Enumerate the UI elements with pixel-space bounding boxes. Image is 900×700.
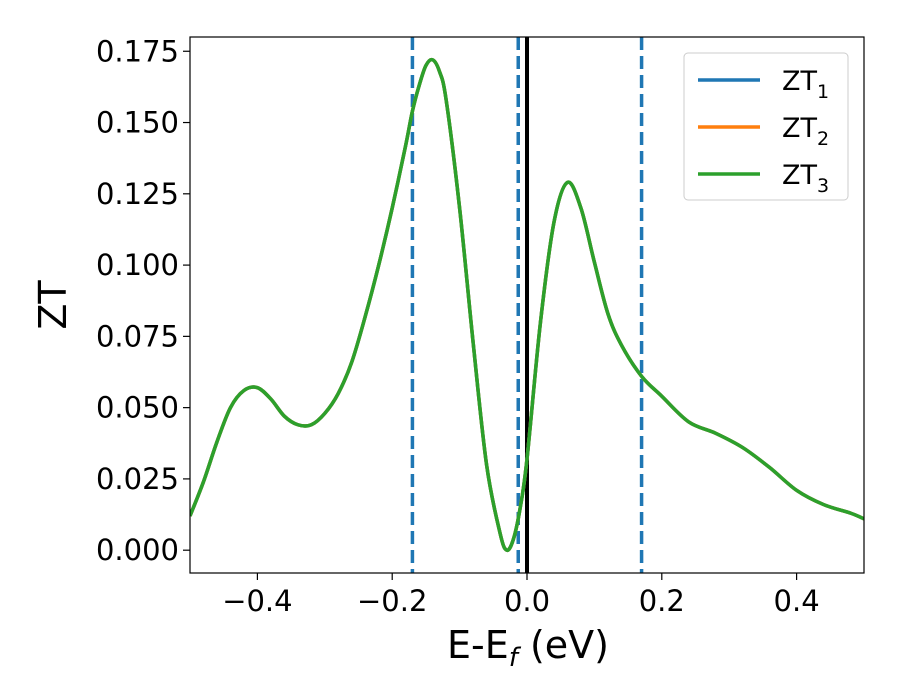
legend-label-main-2: ZT — [782, 113, 817, 144]
y-tick-label-6: 0.150 — [96, 106, 179, 140]
legend-box — [683, 52, 849, 201]
x-tick-label-0: −0.4 — [222, 584, 292, 618]
plot-content — [190, 37, 864, 573]
axes: −0.4 −0.2 0.0 0.2 0.4 0.000 0.025 0.050 0.075 0.1… — [96, 34, 865, 618]
y-axis-label: ZT — [31, 280, 75, 330]
x-tick-label-1: −0.2 — [357, 584, 427, 618]
y-tick-label-0: 0.000 — [96, 533, 179, 567]
legend-label-3: ZT3 — [782, 160, 829, 197]
y-tick-label-2: 0.050 — [96, 391, 179, 425]
x-tick-label-2: 0.0 — [504, 584, 550, 618]
legend-label-subscript-3: 3 — [817, 175, 829, 197]
legend-label-main-1: ZT — [782, 66, 817, 97]
x-tick-label-3: 0.2 — [639, 584, 685, 618]
x-axis-label-unit: (eV) — [518, 623, 609, 667]
legend-label-main-3: ZT — [782, 160, 817, 191]
series-line-3 — [190, 57, 864, 553]
legend-label-2: ZT2 — [782, 113, 829, 150]
y-tick-label-1: 0.025 — [96, 462, 179, 496]
legend-label-subscript-1: 1 — [817, 81, 829, 103]
x-axis-label-main: E-E — [447, 623, 509, 667]
legend-label-subscript-2: 2 — [817, 128, 829, 150]
y-tick-label-5: 0.125 — [96, 177, 179, 211]
x-tick-label-4: 0.4 — [774, 584, 820, 618]
y-tick-label-4: 0.100 — [96, 248, 179, 282]
y-tick-label-3: 0.075 — [96, 319, 179, 353]
y-tick-label-7: 0.175 — [96, 34, 179, 68]
x-axis-label: E-Ef (eV) — [447, 623, 609, 673]
legend-label-1: ZT1 — [782, 66, 829, 103]
plot-area — [190, 37, 864, 573]
